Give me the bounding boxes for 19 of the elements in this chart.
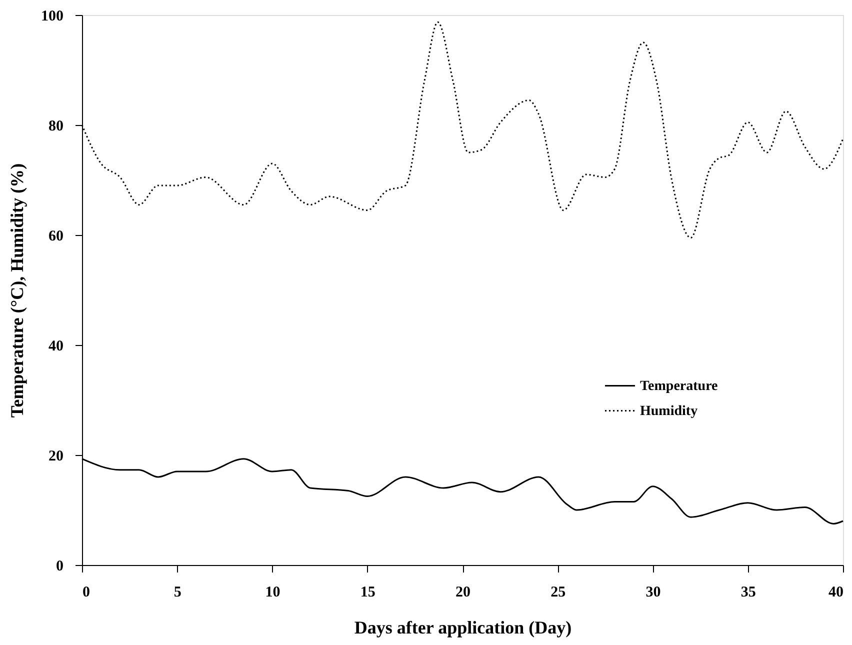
x-tick-label: 10: [265, 584, 280, 600]
y-tick-label: 60: [48, 228, 64, 244]
x-axis-title: Days after application (Day): [354, 618, 572, 638]
legend-label: Temperature: [640, 378, 718, 394]
legend-label: Humidity: [640, 404, 698, 419]
x-tick-label: 15: [360, 584, 376, 600]
y-tick-label: 80: [48, 118, 64, 134]
y-tick-label: 100: [41, 8, 64, 24]
x-tick-label: 35: [740, 584, 756, 600]
x-tick-label: 30: [646, 584, 661, 600]
x-tick-label: 25: [550, 584, 566, 600]
x-tick-label: 20: [456, 584, 470, 600]
x-tick-label: 40: [828, 584, 844, 600]
y-tick-label: 20: [48, 448, 64, 464]
y-tick-label: 40: [48, 338, 64, 354]
y-tick-label: 0: [56, 558, 64, 574]
x-tick-label: 5: [174, 584, 182, 600]
x-tick-label: 0: [82, 584, 90, 600]
y-axis-title: Temperature (°C), Humidity (%): [7, 163, 27, 418]
